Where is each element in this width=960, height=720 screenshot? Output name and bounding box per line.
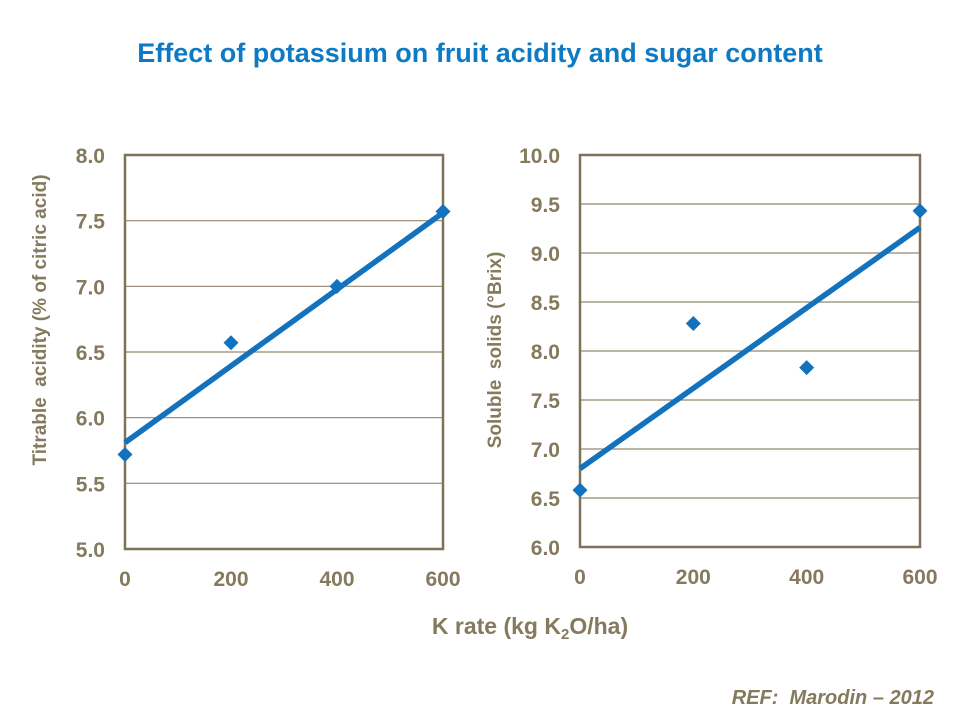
data-point-diamond	[435, 203, 451, 219]
trendline	[578, 225, 922, 471]
acidity-chart: 5.0 5.5 6.0 6.5 7.0 7.5 8.0 0 200 400 600	[76, 145, 460, 591]
y-tick-label: 7.5	[531, 390, 561, 413]
data-point-diamond	[799, 360, 815, 376]
data-point-diamond	[329, 278, 345, 294]
y-tick-label: 8.0	[76, 145, 105, 168]
reference-text: REF: Marodin – 2012	[731, 687, 934, 709]
y-tick-label: 5.0	[76, 539, 105, 562]
plot-border	[578, 153, 922, 549]
x-tick-label: 200	[676, 566, 711, 589]
y-tick-label: 5.5	[76, 473, 106, 496]
x-tick-label: 600	[425, 568, 460, 591]
y-tick-label: 10.0	[519, 145, 560, 168]
y-tick-label: 7.0	[76, 276, 105, 299]
y-tick-label: 7.5	[76, 211, 106, 234]
x-tick-label: 600	[902, 566, 937, 589]
plot-border	[123, 153, 445, 551]
y-tick-label: 6.5	[76, 342, 106, 365]
data-point-diamond	[223, 335, 239, 351]
trendline	[123, 210, 445, 445]
y-tick-label: 8.0	[531, 341, 560, 364]
x-axis-title: K rate (kg K2O/ha)	[431, 613, 629, 643]
y-tick-label: 8.5	[531, 292, 561, 315]
y-tick-label: 6.0	[76, 408, 105, 431]
x-tick-label: 400	[319, 568, 354, 591]
x-axis-title-suffix: O/ha)	[569, 613, 629, 639]
data-point-diamond	[685, 316, 701, 332]
y-tick-label: 6.0	[531, 537, 560, 560]
data-point-diamond	[912, 203, 928, 219]
y-tick-label: 9.5	[531, 194, 561, 217]
y-tick-label: 6.5	[531, 488, 561, 511]
soluble-solids-chart: 6.0 6.5 7.0 7.5 8.0 8.5 9.0 9.5 10.0 0 200 400 600	[519, 145, 937, 589]
x-axis-title-subscript: 2	[560, 626, 570, 643]
y-tick-label: 7.0	[531, 439, 560, 462]
x-tick-label: 200	[213, 568, 248, 591]
data-point-diamond	[117, 446, 133, 462]
slide-title: Effect of potassium on fruit acidity and…	[137, 38, 823, 68]
acidity-y-axis-title: Titrable acidity (% of citric acid)	[30, 174, 51, 466]
x-tick-label: 400	[789, 566, 824, 589]
y-tick-label: 9.0	[531, 243, 560, 266]
x-tick-label: 0	[119, 568, 131, 591]
data-point-diamond	[572, 482, 588, 498]
x-tick-label: 0	[574, 566, 586, 589]
x-axis-title-text: K rate (kg K	[431, 613, 561, 639]
